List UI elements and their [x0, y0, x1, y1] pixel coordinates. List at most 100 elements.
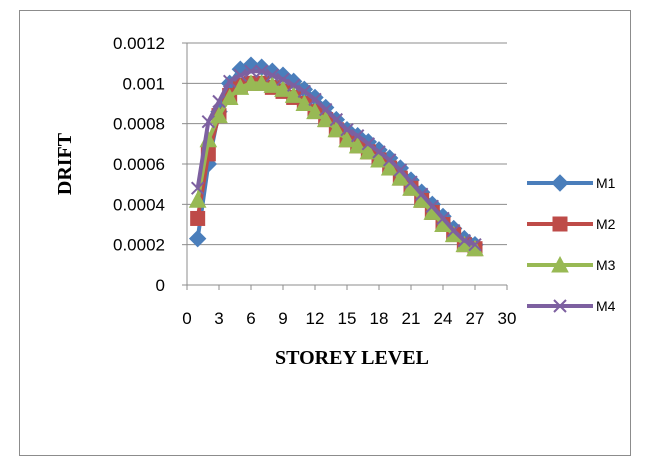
data-point	[359, 142, 378, 160]
y-tick-label: 0.0006	[113, 155, 165, 174]
data-point	[436, 211, 450, 226]
x-marker-stroke	[286, 78, 301, 93]
x-marker-stroke	[372, 145, 386, 159]
x-marker-stroke	[553, 299, 567, 313]
x-axis-title: STOREY LEVEL	[275, 347, 429, 369]
x-tick-label: 9	[278, 309, 287, 328]
x-marker-stroke	[212, 94, 226, 109]
x-tick-label: 24	[434, 309, 453, 328]
data-point	[201, 114, 216, 129]
data-point	[244, 64, 258, 78]
x-marker-stroke	[276, 72, 290, 87]
data-point	[327, 120, 346, 138]
legend: M1 M2 M3 M4	[527, 174, 616, 314]
data-point	[222, 74, 237, 89]
x-marker-stroke	[201, 114, 216, 129]
x-tick-label: 6	[246, 309, 255, 328]
x-marker-stroke	[297, 84, 312, 99]
legend-item-m2: M2	[527, 216, 616, 232]
x-marker-stroke	[265, 68, 280, 82]
data-point	[329, 112, 344, 127]
data-point	[468, 237, 482, 252]
x-marker-stroke	[414, 187, 429, 201]
y-tick-label: 0.0008	[113, 115, 165, 134]
chart-frame	[19, 10, 631, 456]
legend-marker	[551, 174, 569, 192]
data-point	[188, 191, 207, 208]
y-tick-label: 0	[156, 276, 165, 295]
data-point	[242, 74, 260, 91]
data-point	[233, 68, 248, 82]
data-point	[210, 106, 228, 124]
legend-label: M1	[596, 175, 616, 191]
y-tick-label: 0.0004	[113, 195, 165, 214]
x-tick-label: 0	[182, 309, 191, 328]
legend-item-m1: M1	[527, 174, 616, 192]
x-marker-stroke	[329, 112, 344, 127]
data-point	[295, 94, 314, 111]
data-point	[274, 80, 292, 97]
x-tick-label: 21	[402, 309, 421, 328]
x-tick-label: 3	[214, 309, 223, 328]
x-marker-stroke	[233, 68, 248, 82]
series-line	[195, 81, 476, 251]
x-tick-label: 15	[338, 309, 357, 328]
x-marker-stroke	[222, 74, 237, 89]
x-marker-stroke	[350, 129, 365, 143]
series-line	[195, 81, 476, 251]
data-point	[263, 76, 282, 93]
data-point	[212, 94, 226, 109]
x-marker-stroke	[318, 102, 333, 117]
legend-marker	[551, 255, 569, 273]
data-point	[276, 72, 290, 87]
legend-marker	[553, 299, 567, 313]
data-point	[425, 199, 440, 214]
x-tick-label: 12	[306, 309, 325, 328]
y-tick-label: 0.0012	[113, 34, 165, 53]
data-point	[297, 84, 312, 99]
axes: 0 0.0002 0.0004 0.0006 0.0008 0.001 0.0012 0 3 6 9…	[113, 34, 516, 328]
data-point	[190, 181, 205, 195]
data-point	[382, 153, 397, 167]
series-m4	[190, 64, 482, 252]
x-tick-label: 27	[466, 309, 485, 328]
data-point	[190, 210, 206, 226]
y-tick-label: 0.001	[122, 74, 165, 93]
data-point	[414, 187, 429, 201]
data-point	[338, 130, 356, 148]
x-marker-stroke	[190, 181, 205, 195]
data-point	[446, 223, 461, 238]
x-tick-label: 18	[370, 309, 389, 328]
data-point	[361, 137, 376, 151]
data-point	[380, 158, 399, 176]
data-point	[254, 64, 269, 78]
x-marker-stroke	[425, 199, 440, 214]
legend-label: M3	[596, 257, 616, 273]
x-marker-stroke	[468, 237, 482, 252]
data-point	[393, 163, 408, 177]
x-marker-stroke	[446, 223, 461, 238]
x-marker-stroke	[340, 123, 354, 137]
legend-label: M4	[596, 298, 616, 314]
legend-item-m4: M4	[527, 298, 616, 314]
y-axis-title: DRIFT	[54, 132, 76, 195]
legend-item-m3: M3	[527, 255, 616, 273]
data-point	[286, 78, 301, 93]
x-marker-stroke	[382, 153, 397, 167]
y-tick-label: 0.0002	[113, 236, 165, 255]
legend-marker	[552, 216, 568, 232]
data-point	[318, 102, 333, 117]
data-point	[404, 175, 418, 189]
data-point	[252, 74, 271, 91]
x-marker-stroke	[457, 233, 472, 248]
data-point	[340, 123, 354, 137]
x-marker-stroke	[393, 163, 408, 177]
x-marker-stroke	[361, 137, 376, 151]
x-tick-label: 30	[498, 309, 517, 328]
x-marker-stroke	[404, 175, 418, 189]
data-point	[308, 92, 322, 107]
data-point	[370, 150, 388, 168]
x-marker-stroke	[436, 211, 450, 226]
data-point	[284, 86, 303, 103]
